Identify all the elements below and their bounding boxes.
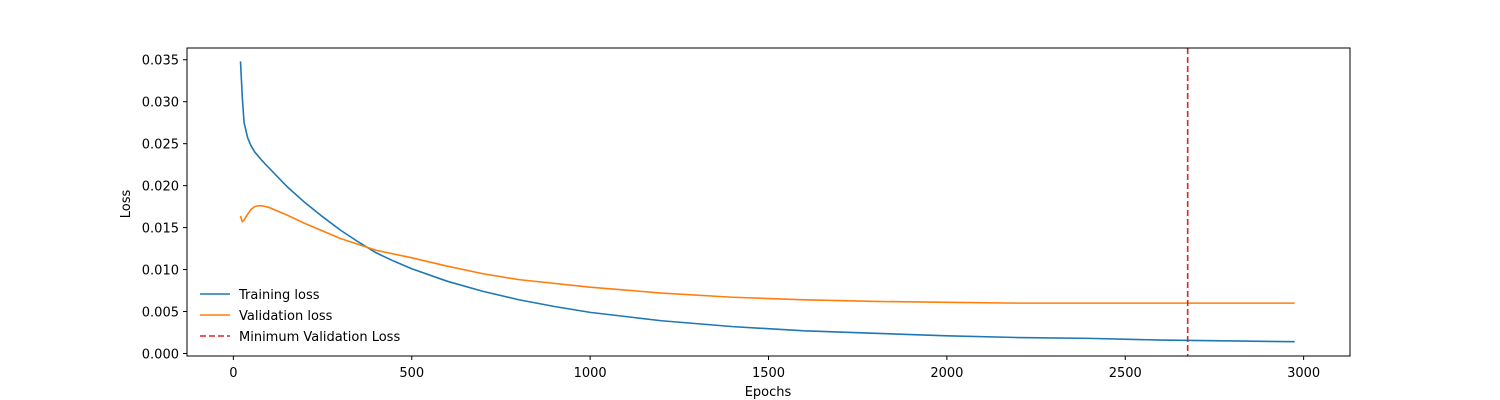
series-line-2 bbox=[239, 204, 1295, 304]
x-tick-label: 0 bbox=[229, 366, 237, 381]
y-tick-label: 0.020 bbox=[142, 180, 179, 195]
x-tick-label: 1500 bbox=[752, 366, 785, 381]
y-tick-label: 0.030 bbox=[142, 96, 179, 111]
x-tick-label: 2000 bbox=[930, 366, 963, 381]
legend-label: Training loss bbox=[238, 288, 320, 303]
x-tick-label: 500 bbox=[399, 366, 424, 381]
legend-label: Validation loss bbox=[239, 309, 333, 324]
y-tick-label: 0.005 bbox=[142, 306, 179, 321]
x-tick-label: 1000 bbox=[574, 366, 607, 381]
y-tick-label: 0.025 bbox=[142, 138, 179, 153]
y-tick-label: 0.000 bbox=[142, 347, 179, 362]
x-tick-label: 2500 bbox=[1109, 366, 1142, 381]
y-axis: 0.000 0.005 0.010 0.015 0.020 0.025 0.030 0.035 bbox=[142, 54, 187, 362]
x-axis: 0 500 1000 1500 2000 2500 3000 bbox=[229, 356, 1320, 381]
y-tick-label: 0.015 bbox=[142, 222, 179, 237]
legend-label: Minimum Validation Loss bbox=[239, 330, 400, 345]
series-line-1 bbox=[239, 61, 1295, 343]
x-tick-label: 3000 bbox=[1287, 366, 1320, 381]
legend: Training loss Validation loss Minimum Vali… bbox=[200, 288, 400, 345]
x-axis-title: Epochs bbox=[745, 385, 792, 400]
plot-area bbox=[239, 48, 1295, 356]
y-axis-title: Loss bbox=[119, 190, 134, 219]
y-tick-label: 0.010 bbox=[142, 264, 179, 279]
y-tick-label: 0.035 bbox=[142, 54, 179, 69]
plot-frame bbox=[186, 47, 1351, 357]
